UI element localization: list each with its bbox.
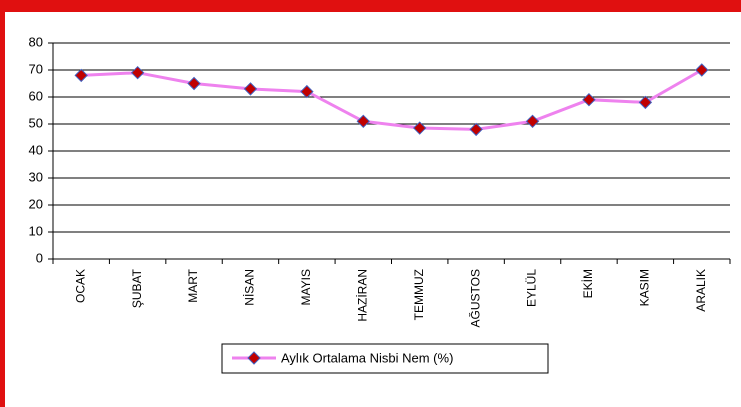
x-tick-label: AĞUSTOS — [467, 269, 482, 327]
frame-top — [0, 0, 741, 12]
legend-box — [221, 343, 549, 374]
point — [187, 76, 201, 91]
y-tick-label: 80 — [29, 34, 43, 49]
point — [243, 82, 258, 96]
point — [695, 63, 709, 77]
point — [638, 95, 653, 110]
frame-left — [0, 0, 5, 407]
x-tick-label: HAZİRAN — [355, 269, 369, 322]
y-tick-label: 0 — [36, 250, 43, 265]
x-tick-label: NİSAN — [243, 269, 257, 306]
y-tick-label: 50 — [29, 115, 43, 130]
legend-marker — [247, 351, 261, 365]
x-tick-label: ŞUBAT — [130, 268, 144, 308]
point — [525, 114, 540, 129]
y-tick-label: 70 — [29, 61, 43, 76]
point — [413, 121, 427, 135]
y-tick-label: 30 — [29, 169, 43, 184]
point — [300, 84, 314, 99]
point — [582, 92, 596, 107]
x-tick-label: MART — [186, 268, 200, 302]
line — [81, 68, 703, 131]
legend-label: Aylık Ortalama Nisbi Nem (%) — [281, 350, 453, 365]
y-tick-label: 40 — [29, 142, 43, 157]
y-tick-label: 60 — [29, 88, 43, 103]
x-tick-label: EKİM — [581, 269, 595, 298]
x-tick-label: KASIM — [638, 269, 652, 306]
x-tick-label: ARALIK — [694, 269, 708, 312]
point — [356, 114, 370, 129]
x-tick-label: MAYIS — [299, 269, 313, 305]
point — [130, 65, 145, 80]
x-tick-label: OCAK — [73, 269, 87, 303]
x-tick-label: EYLÜL — [525, 269, 539, 307]
y-tick-label: 20 — [29, 196, 43, 211]
point — [74, 68, 88, 83]
x-tick-label: TEMMUZ — [412, 269, 426, 320]
y-tick-label: 10 — [29, 223, 43, 238]
point — [469, 122, 483, 137]
